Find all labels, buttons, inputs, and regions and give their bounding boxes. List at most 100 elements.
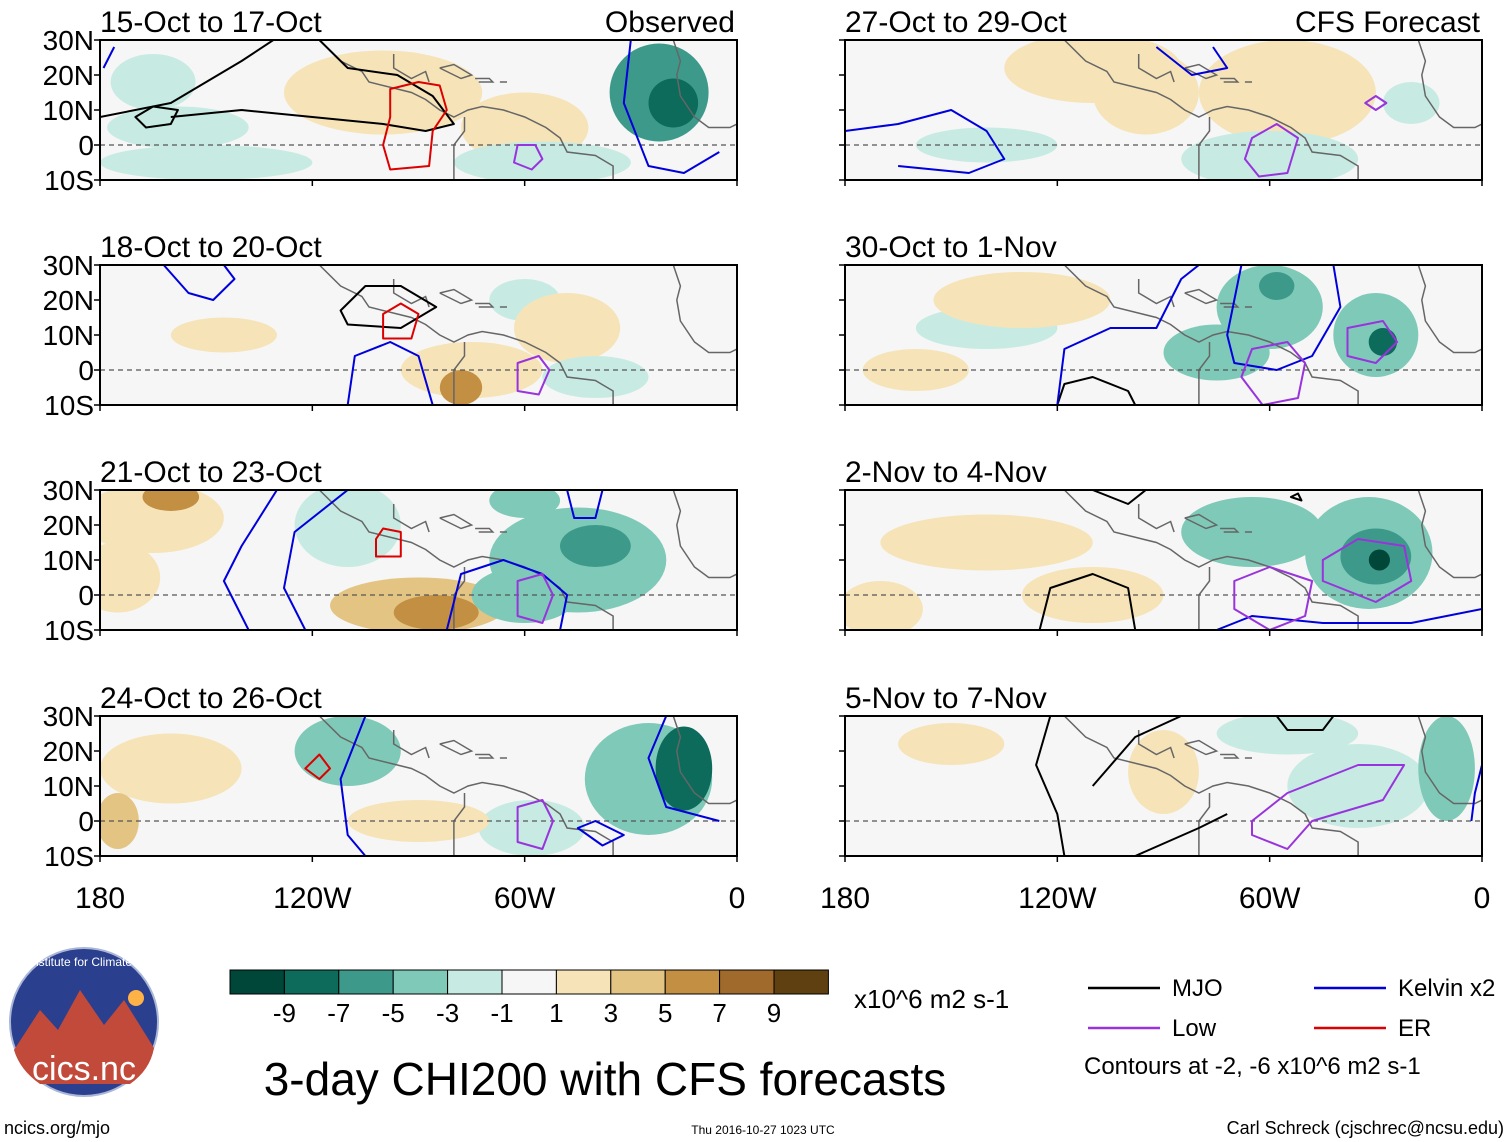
contour-low (1240, 341, 1307, 405)
coastline (672, 265, 737, 354)
lat-tick-label: 20N (43, 736, 94, 767)
legend-label: ER (1398, 1015, 1431, 1042)
lon-tick-label: 120W (273, 882, 352, 915)
coastline (1184, 63, 1219, 80)
colorbar-tick-label: -3 (436, 998, 459, 1028)
coastline (672, 40, 737, 129)
logo-sun (128, 990, 144, 1006)
coastline (1063, 490, 1359, 630)
contour-mjo (1038, 573, 1137, 630)
contour-kelvin (222, 490, 278, 630)
colorbar-swatch (555, 969, 612, 995)
panel-grid: 15-Oct to 17-Oct Observed 30N 20N 10N 0 10S 27-… (43, 6, 1491, 915)
colorbar-tick-label: -1 (490, 998, 513, 1028)
anomaly-shading (655, 726, 713, 811)
coastline (1220, 77, 1240, 83)
contour-kelvin (845, 109, 1006, 174)
logo-mountains (14, 990, 154, 1084)
panel-title: 30-Oct to 1-Nov (845, 231, 1057, 264)
coastline (1220, 302, 1240, 308)
legend-label: MJO (1172, 975, 1223, 1002)
colorbar-tick-label: 5 (658, 998, 672, 1028)
contour-mjo (1289, 492, 1303, 502)
contour-kelvin (346, 341, 434, 405)
logo-ring-text: Cooperative Institute for Climate and Sa… (0, 955, 207, 969)
anomaly-shading (915, 127, 1058, 163)
contour-er (375, 527, 402, 558)
contour-kelvin (1056, 265, 1200, 405)
coastline (1184, 288, 1219, 305)
colorbar-tick-label: -5 (382, 998, 405, 1028)
coastline (475, 77, 495, 83)
lat-tick-label: 10S (44, 841, 94, 872)
contour-er (304, 753, 331, 780)
anomaly-shading (393, 595, 479, 630)
anomaly-shading (1163, 324, 1270, 381)
anomaly-shading (514, 293, 621, 363)
coastline (475, 753, 495, 759)
anomaly-shading (142, 490, 200, 511)
anomaly-shading (439, 370, 483, 405)
map-panel: 2-Nov to 4-Nov (839, 456, 1483, 636)
colorbar-tick-label: 1 (549, 998, 563, 1028)
contour-kelvin (445, 559, 569, 630)
contour-kelvin (102, 46, 116, 69)
anomaly-shading (1181, 131, 1359, 180)
coastline (1417, 265, 1482, 354)
contour-low (1233, 566, 1314, 630)
anomaly-shading (100, 490, 224, 553)
coastline (1063, 265, 1359, 405)
contour-kelvin (1216, 608, 1482, 630)
panel-field (845, 265, 1482, 405)
coastline (672, 716, 737, 805)
contour-low (1364, 95, 1388, 111)
contour-mjo (134, 105, 179, 129)
anomaly-shading (880, 514, 1093, 571)
coastline (1184, 513, 1219, 530)
colorbar: -9 -7 -5 -3 -1 1 3 5 7 9 x10^6 m2 s-1 (229, 969, 1009, 1028)
cics-logo: Cooperative Institute for Climate and Sa… (0, 947, 207, 1097)
panel-field (845, 40, 1482, 180)
coastline (392, 54, 430, 83)
lat-tick-label: 0 (78, 355, 94, 386)
coastline (475, 527, 495, 533)
contour-mjo (1091, 716, 1182, 787)
anomaly-shading (107, 106, 249, 149)
coastline (1417, 716, 1482, 805)
lat-tick-label: 10S (44, 615, 94, 646)
coastline (1137, 54, 1175, 83)
anomaly-shading (1216, 265, 1323, 349)
contour-low (1251, 764, 1406, 850)
anomaly-shading (560, 525, 631, 567)
anomaly-shading (100, 145, 313, 180)
anomaly-shading (898, 723, 1005, 765)
coastline (392, 730, 430, 759)
lat-tick-label: 10S (44, 390, 94, 421)
contour-low (1321, 538, 1413, 603)
anomaly-shading (648, 78, 699, 128)
contour-low (516, 799, 554, 850)
coastline (1137, 279, 1175, 308)
anomaly-shading (170, 317, 277, 353)
panel-title: 5-Nov to 7-Nov (845, 682, 1047, 715)
anomaly-shading (294, 716, 401, 786)
colorbar-swatch (664, 969, 721, 995)
lat-tick-label: 30N (43, 475, 94, 506)
lat-tick-label: 10N (43, 95, 94, 126)
panel-source-label: Observed (605, 6, 735, 39)
panel-field (100, 490, 737, 630)
lat-tick-label: 30N (43, 250, 94, 281)
lon-tick-label: 0 (1474, 882, 1491, 915)
colorbar-tick-label: 7 (712, 998, 726, 1028)
coastline (1063, 716, 1359, 856)
lat-tick-label: 30N (43, 701, 94, 732)
coastline (1137, 730, 1175, 759)
map-panel: 15-Oct to 17-Oct Observed 30N 20N 10N 0 10S (43, 6, 738, 196)
contour-low (1243, 123, 1299, 178)
contour-kelvin (1470, 764, 1482, 822)
anomaly-shading (1382, 82, 1440, 124)
contour-mjo (1035, 716, 1066, 856)
coastline (1184, 739, 1219, 756)
panel-source-label: CFS Forecast (1295, 6, 1481, 39)
